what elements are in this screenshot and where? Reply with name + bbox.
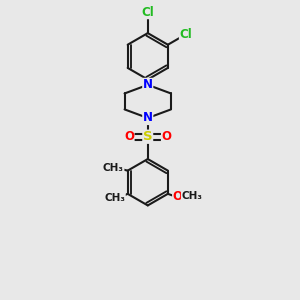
Text: O: O bbox=[161, 130, 172, 143]
Text: N: N bbox=[143, 112, 153, 124]
Text: CH₃: CH₃ bbox=[182, 191, 203, 201]
Text: O: O bbox=[124, 130, 134, 143]
Text: O: O bbox=[173, 190, 183, 202]
Text: N: N bbox=[143, 78, 153, 92]
Text: S: S bbox=[143, 130, 153, 143]
Text: CH₃: CH₃ bbox=[103, 163, 124, 173]
Text: Cl: Cl bbox=[179, 28, 192, 41]
Text: Cl: Cl bbox=[141, 6, 154, 19]
Text: CH₃: CH₃ bbox=[104, 193, 125, 203]
